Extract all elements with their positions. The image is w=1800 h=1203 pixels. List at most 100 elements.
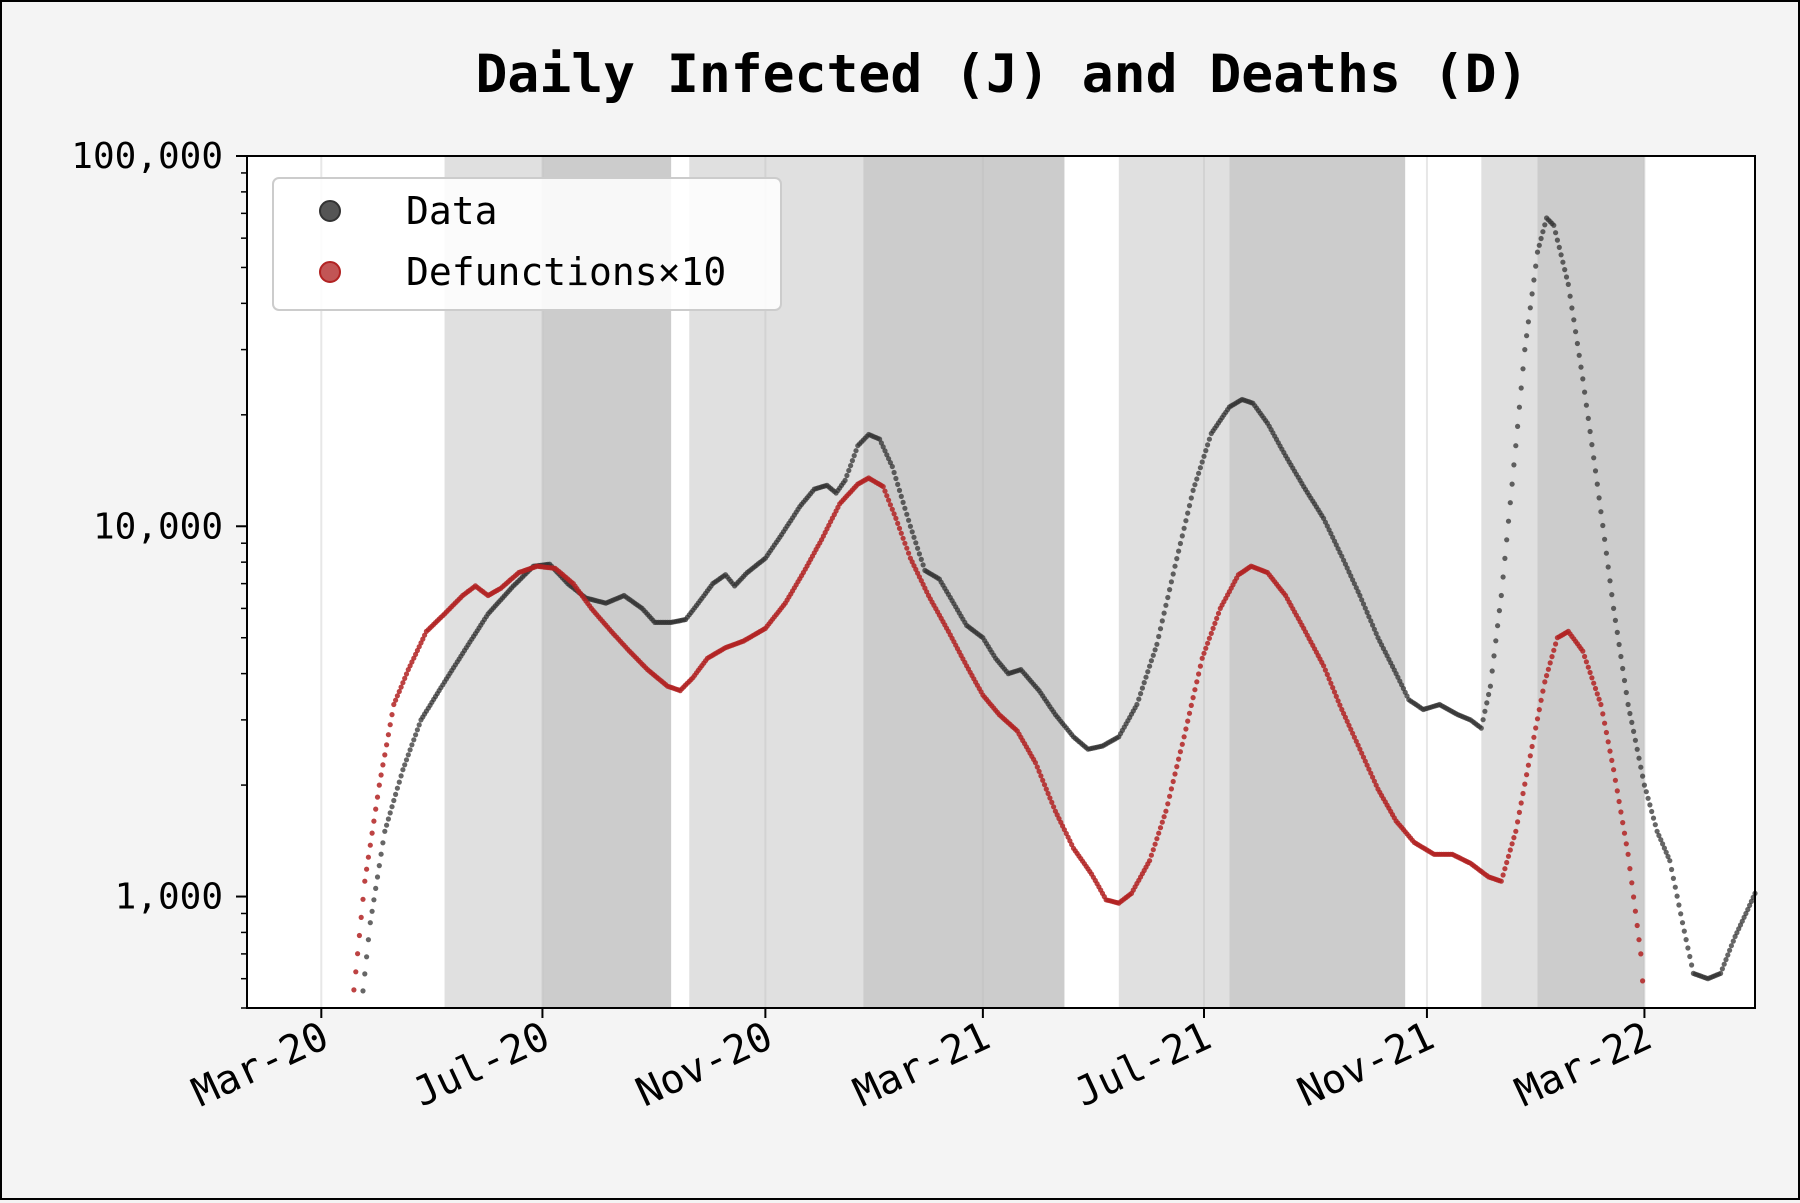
data-point xyxy=(1339,706,1345,713)
data-point xyxy=(1049,799,1055,806)
data-point xyxy=(906,550,912,556)
data-point xyxy=(1520,790,1526,797)
data-point xyxy=(1629,880,1635,886)
y-tick-label: 10,000 xyxy=(93,506,223,547)
data-point xyxy=(1649,808,1655,815)
data-point xyxy=(1351,581,1357,587)
data-point xyxy=(1562,267,1568,273)
data-point xyxy=(1041,782,1048,788)
data-point xyxy=(1143,674,1149,680)
data-point xyxy=(1493,638,1499,644)
data-point xyxy=(1034,764,1040,770)
data-point xyxy=(893,475,899,482)
data-point xyxy=(1592,468,1599,474)
data-point xyxy=(1346,569,1352,575)
data-point xyxy=(1040,777,1046,783)
data-point xyxy=(1580,376,1586,382)
data-point xyxy=(1152,841,1158,847)
data-point xyxy=(1531,277,1537,283)
data-point xyxy=(1174,764,1180,770)
data-point xyxy=(1214,615,1220,622)
data-point xyxy=(1351,734,1357,740)
data-point xyxy=(1531,734,1537,740)
data-point xyxy=(1683,937,1689,943)
data-point xyxy=(1524,772,1530,778)
data-point xyxy=(1145,669,1151,675)
data-point xyxy=(1344,718,1350,725)
data-point xyxy=(1177,540,1183,547)
data-point xyxy=(1600,522,1606,529)
data-point xyxy=(1491,653,1497,659)
data-point xyxy=(374,874,381,880)
data-point xyxy=(1612,617,1618,624)
data-point xyxy=(1676,902,1682,908)
data-point xyxy=(1743,910,1749,917)
data-point xyxy=(1511,835,1517,841)
data-point xyxy=(896,525,903,532)
data-point xyxy=(1509,841,1515,847)
data-point xyxy=(1596,696,1602,702)
data-point xyxy=(1515,423,1521,429)
data-point xyxy=(1360,601,1367,607)
legend-box xyxy=(272,177,782,311)
data-point xyxy=(1167,587,1173,593)
data-point xyxy=(886,456,892,462)
data-point xyxy=(1215,610,1222,617)
data-point xyxy=(1719,966,1725,972)
data-point xyxy=(887,460,894,466)
data-point xyxy=(1520,366,1526,372)
data-point xyxy=(1522,347,1528,353)
data-point xyxy=(1565,281,1571,287)
shaded-period xyxy=(863,156,1065,1008)
data-point xyxy=(1484,700,1490,706)
data-point xyxy=(1583,402,1589,408)
data-point xyxy=(842,477,848,483)
x-tick-label: Jul-21 xyxy=(1068,1013,1218,1116)
data-point xyxy=(851,453,857,459)
data-point xyxy=(1625,851,1631,857)
data-point xyxy=(1368,770,1374,776)
data-point xyxy=(1371,626,1377,632)
y-tick-label: 100,000 xyxy=(71,136,223,177)
data-point xyxy=(1643,789,1649,795)
data-point xyxy=(1370,774,1376,780)
data-point xyxy=(1582,653,1588,660)
data-point xyxy=(1507,847,1513,853)
data-point xyxy=(1585,664,1591,670)
x-tick-label: Mar-22 xyxy=(1508,1013,1658,1116)
data-point xyxy=(1194,679,1200,685)
data-point xyxy=(1197,663,1203,669)
data-point xyxy=(1174,556,1180,562)
data-point xyxy=(1161,814,1167,820)
data-point xyxy=(1661,845,1667,851)
data-point xyxy=(1183,726,1189,732)
data-point xyxy=(367,920,373,926)
data-point xyxy=(376,863,382,869)
data-point xyxy=(900,535,906,541)
data-point xyxy=(849,458,856,464)
data-point xyxy=(1670,875,1676,882)
data-point xyxy=(1159,819,1165,825)
data-point xyxy=(1161,610,1167,616)
data-point xyxy=(1558,252,1564,258)
data-point xyxy=(1592,685,1599,692)
legend-marker-data xyxy=(319,200,341,222)
data-point xyxy=(1623,841,1629,847)
data-point xyxy=(1634,746,1640,752)
data-point xyxy=(403,757,410,763)
data-point xyxy=(1194,476,1200,482)
x-tick-label: Mar-21 xyxy=(847,1013,997,1116)
data-point xyxy=(1148,852,1154,858)
data-point xyxy=(1170,778,1176,785)
data-point xyxy=(1360,754,1367,760)
data-point xyxy=(906,517,912,523)
data-point xyxy=(1136,696,1142,702)
data-point xyxy=(358,914,364,921)
data-point xyxy=(1645,795,1651,801)
data-point xyxy=(844,472,850,479)
data-point xyxy=(1186,503,1193,509)
data-point xyxy=(1582,389,1588,395)
data-point xyxy=(1179,741,1185,747)
data-point xyxy=(367,842,373,848)
data-point xyxy=(1366,766,1372,772)
